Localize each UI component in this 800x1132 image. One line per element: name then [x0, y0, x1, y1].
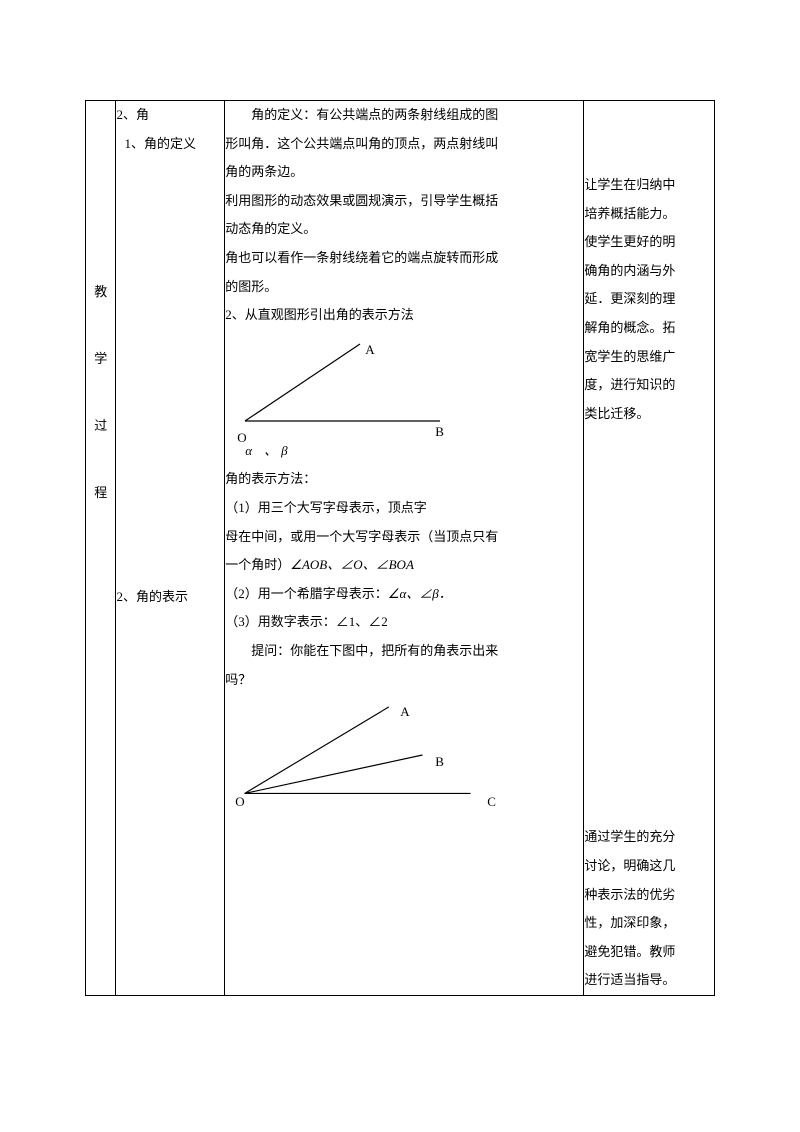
rep1-line3b: ∠AOB、∠O、∠BOA	[290, 557, 414, 572]
left-label-cell: 教 学 过 程	[86, 101, 116, 996]
topic-cell: 2、角 1、角的定义 2、角的表示	[116, 101, 225, 996]
d2-label-o: O	[235, 788, 244, 817]
d1-label-o: O	[237, 424, 246, 453]
left-char-2: 学	[86, 348, 115, 367]
rep1-line3a: 一个角时）	[225, 557, 290, 572]
question-line2: 吗？	[225, 666, 583, 695]
greek-alpha: α	[245, 443, 264, 458]
topic-item-2: 2、角的表示	[116, 583, 224, 612]
note-m6: 进行适当指导。	[584, 966, 714, 995]
d2-label-c: C	[487, 788, 496, 817]
angle-diagram-2: A B C O	[235, 700, 485, 810]
note-5: 延．更深刻的理	[584, 285, 714, 314]
page-container: 教 学 过 程 2、角 1、角的定义 2、角的表示 角的定义：有公共端点的两条射…	[0, 0, 800, 1132]
def-line-6: 角也可以看作一条射线绕着它的端点旋转而形成	[225, 244, 583, 273]
lesson-table: 教 学 过 程 2、角 1、角的定义 2、角的表示 角的定义：有公共端点的两条射…	[85, 100, 715, 996]
note-m3: 种表示法的优劣	[584, 881, 714, 910]
content-cell: 角的定义：有公共端点的两条射线组成的图 形叫角．这个公共端点叫角的顶点，两点射线…	[225, 101, 584, 996]
rep2b: ∠α、∠β．	[388, 586, 452, 601]
note-2: 培养概括能力。	[584, 200, 714, 229]
method-title: 2、从直观图形引出角的表示方法	[225, 301, 583, 330]
question-line1: 提问：你能在下图中，把所有的角表示出来	[225, 637, 583, 666]
topic-item-1: 1、角的定义	[116, 130, 224, 159]
note-cell: 让学生在归纳中 培养概括能力。 使学生更好的明 确角的内涵与外 延．更深刻的理 …	[584, 101, 715, 996]
note-m1: 通过学生的充分	[584, 823, 714, 852]
rep-title: 角的表示方法：	[225, 465, 583, 494]
def-line-3: 角的两条边。	[225, 158, 583, 187]
topic-section: 2、角	[116, 101, 224, 130]
rep1-line1: （1）用三个大写字母表示，顶点字	[225, 494, 583, 523]
note-7: 宽学生的思维广	[584, 343, 714, 372]
left-char-4: 程	[86, 482, 115, 501]
note-1: 让学生在归纳中	[584, 171, 714, 200]
rep2a: （2）用一个希腊字母表示：	[225, 586, 388, 601]
d1-label-b: B	[435, 418, 444, 447]
def-line-5: 动态角的定义。	[225, 215, 583, 244]
left-char-1: 教	[86, 281, 115, 300]
d2-label-b: B	[435, 748, 444, 777]
rep1-line3: 一个角时）∠AOB、∠O、∠BOA	[225, 551, 583, 580]
note-6: 解角的概念。拓	[584, 314, 714, 343]
note-3: 使学生更好的明	[584, 228, 714, 257]
greek-beta: β	[281, 443, 299, 458]
d1-label-a: A	[365, 336, 374, 365]
greek-sep: 、	[264, 443, 281, 458]
greek-labels: α、β	[225, 437, 583, 466]
note-m4: 性，加深印象，	[584, 909, 714, 938]
def-line-4: 利用图形的动态效果或圆规演示，引导学生概括	[225, 187, 583, 216]
note-9: 类比迁移。	[584, 400, 714, 429]
def-line-2: 形叫角．这个公共端点叫角的顶点，两点射线叫	[225, 130, 583, 159]
rep2: （2）用一个希腊字母表示：∠α、∠β．	[225, 580, 583, 609]
note-8: 度，进行知识的	[584, 371, 714, 400]
angle-diagram-1: A O B	[235, 336, 485, 431]
rep3: （3）用数字表示：∠1、∠2	[225, 608, 583, 637]
def-line-1: 角的定义：有公共端点的两条射线组成的图	[225, 101, 583, 130]
d2-label-a: A	[400, 698, 409, 727]
def-line-7: 的图形。	[225, 273, 583, 302]
left-char-3: 过	[86, 415, 115, 434]
note-m2: 讨论，明确这几	[584, 852, 714, 881]
rep1-line2: 母在中间，或用一个大写字母表示（当顶点只有	[225, 523, 583, 552]
note-m5: 避免犯错。教师	[584, 938, 714, 967]
note-4: 确角的内涵与外	[584, 257, 714, 286]
